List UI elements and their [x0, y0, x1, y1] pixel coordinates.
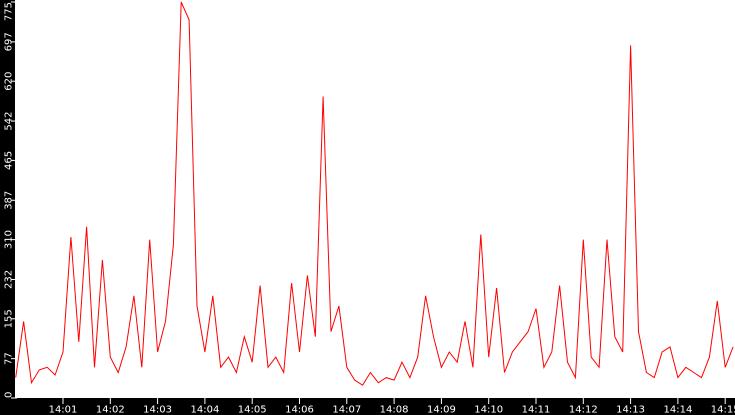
x-tick-label: 14:15 — [711, 405, 735, 415]
x-tick-label: 14:11 — [522, 405, 551, 415]
x-tick-label: 14:09 — [427, 405, 456, 415]
y-tick-label: 620 — [4, 72, 15, 91]
y-tick-label: 0 — [4, 392, 15, 398]
x-tick-label: 14:07 — [332, 405, 361, 415]
y-tick-label: 465 — [4, 151, 15, 170]
y-tick-label: 542 — [4, 112, 15, 131]
x-tick-label: 14:03 — [143, 405, 172, 415]
y-tick-label: 387 — [4, 191, 15, 210]
x-tick-label: 14:13 — [616, 405, 645, 415]
x-tick-label: 14:06 — [285, 405, 314, 415]
x-tick-label: 14:14 — [663, 405, 692, 415]
y-tick-label: 232 — [4, 270, 15, 289]
series-line — [15, 1, 734, 386]
x-tick-label: 14:10 — [474, 405, 503, 415]
y-tick-label: 310 — [4, 230, 15, 249]
x-tick-label: 14:05 — [238, 405, 267, 415]
y-axis-band — [0, 0, 15, 415]
y-tick-label: 775 — [4, 2, 15, 21]
y-tick-label: 77 — [4, 352, 15, 365]
x-tick-label: 14:02 — [96, 405, 125, 415]
y-tick-label: 155 — [4, 309, 15, 328]
x-tick-label: 14:08 — [380, 405, 409, 415]
x-tick-label: 14:01 — [49, 405, 78, 415]
x-axis: 14:01 14:02 14:03 14:04 14:05 14:06 14:07 14:08… — [49, 398, 735, 415]
y-axis: 0 77 155 232 310 387 465 542 620 697 775 — [4, 1, 17, 399]
x-tick-label: 14:12 — [569, 405, 598, 415]
x-axis-band — [0, 398, 735, 415]
y-tick-label: 697 — [4, 32, 15, 51]
series-layer — [15, 1, 734, 386]
x-tick-label: 14:04 — [190, 405, 219, 415]
